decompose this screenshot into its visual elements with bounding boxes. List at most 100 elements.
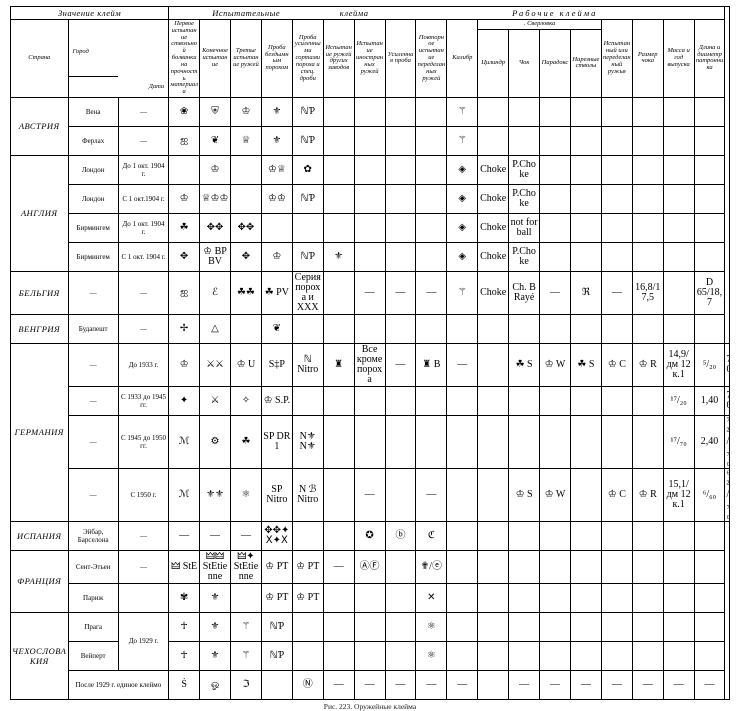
mark-cell	[540, 242, 571, 271]
mark-cell: ⛨	[200, 97, 231, 126]
mark-cell	[540, 155, 571, 184]
mark-cell	[323, 583, 354, 612]
table-row: —С 1950 г.ℳ⚜⚜⚛SP NitroN ℬ Nitro——♔ S♔ W♔…	[11, 468, 730, 521]
date-cell: —	[118, 550, 168, 583]
mark-cell	[601, 97, 632, 126]
mark-cell: ⓑ	[385, 521, 416, 550]
mark-cell: ⚜	[261, 97, 292, 126]
mark-cell	[169, 155, 200, 184]
mark-cell: S‡P	[261, 343, 292, 386]
table-row: АВСТРИЯВена—❀⛨♔⚜ℕƤ⚚	[11, 97, 730, 126]
mark-cell: —	[570, 670, 601, 699]
country-cell: ГЕРМАНИЯ	[11, 343, 69, 521]
mark-cell: ♔♕	[261, 155, 292, 184]
hdr-c11: Цилиндр	[478, 29, 509, 97]
mark-cell	[447, 550, 478, 583]
mark-cell: Ⓝ	[292, 670, 323, 699]
mark-cell: ♔ BP BV	[200, 242, 231, 271]
mark-cell	[323, 184, 354, 213]
mark-cell: Ṡ	[169, 670, 200, 699]
mark-cell	[447, 415, 478, 468]
mark-cell	[509, 97, 540, 126]
mark-cell: —	[632, 670, 663, 699]
mark-cell: ℳ	[169, 468, 200, 521]
table-row: БЕЛЬГИЯ——ஐℰ☘☘☘ PVСерия пороха и ХХХ———⚚C…	[11, 271, 730, 314]
mark-cell: ◈	[447, 184, 478, 213]
mark-cell: ⚚	[230, 612, 261, 641]
city-cell: Эйбар, Барселона	[68, 521, 118, 550]
mark-cell: SP Nitro	[261, 468, 292, 521]
mark-cell: 🜲🜲 StEtienne	[200, 550, 231, 583]
mark-cell	[632, 521, 663, 550]
mark-cell	[570, 641, 601, 670]
mark-cell: ♔ W	[540, 343, 571, 386]
city-cell: —	[68, 271, 118, 314]
hdr-c6: Испытание ружей других заводов	[323, 20, 354, 98]
hdr-c10: Калибр	[447, 20, 478, 98]
mark-cell	[354, 242, 385, 271]
mark-cell	[416, 415, 447, 468]
mark-cell: ℕƤ	[292, 97, 323, 126]
mark-cell: P.Choke	[509, 242, 540, 271]
mark-cell	[694, 583, 725, 612]
mark-cell	[385, 641, 416, 670]
table-body: АВСТРИЯВена—❀⛨♔⚜ℕƤ⚚Ферлах—ஐ❦♕⚜ℕƤ⚚АНГЛИЯЛ…	[11, 97, 730, 699]
mark-cell	[540, 126, 571, 155]
mark-cell: ⚜	[200, 641, 231, 670]
hdr-sverl: . Сверловка	[478, 20, 602, 30]
mark-cell: ♔ S.P.	[261, 386, 292, 415]
mark-cell	[478, 415, 509, 468]
mark-cell	[416, 213, 447, 242]
mark-cell: 15,1/дм 12 к.1	[663, 468, 694, 521]
mark-cell	[601, 314, 632, 343]
mark-cell	[570, 213, 601, 242]
table-row: Париж✾⚜♔ PT♔ PT✕	[11, 583, 730, 612]
date-cell: До 1929 г.	[118, 612, 168, 670]
mark-cell	[570, 468, 601, 521]
mark-cell: Ch. B Rayé	[509, 271, 540, 314]
mark-cell	[323, 468, 354, 521]
hdr-c2: Конечное испытание	[200, 20, 231, 98]
mark-cell: —	[354, 468, 385, 521]
mark-cell: ♔ PT	[261, 550, 292, 583]
mark-cell	[601, 242, 632, 271]
mark-cell	[663, 242, 694, 271]
mark-cell: ♜ B	[416, 343, 447, 386]
mark-cell: ♔	[169, 343, 200, 386]
mark-cell: ⚜	[261, 126, 292, 155]
mark-cell	[570, 521, 601, 550]
mark-cell	[447, 583, 478, 612]
mark-cell	[354, 97, 385, 126]
mark-cell	[509, 314, 540, 343]
mark-cell	[354, 155, 385, 184]
mark-cell: Все кроме пороха	[354, 343, 385, 386]
mark-cell	[694, 213, 725, 242]
mark-cell: P.Choke	[509, 184, 540, 213]
mark-cell: ✥✥	[230, 213, 261, 242]
mark-cell: ⚚	[447, 97, 478, 126]
mark-cell	[354, 641, 385, 670]
mark-cell	[540, 550, 571, 583]
mark-cell: 1,40	[694, 386, 725, 415]
mark-cell	[478, 550, 509, 583]
mark-cell	[509, 583, 540, 612]
mark-cell: △	[200, 314, 231, 343]
table-header: Значение клейм Испытательные клейма Рабо…	[11, 7, 730, 98]
mark-cell	[632, 612, 663, 641]
table-row: ВЕНГРИЯБудапешт—✢△❦	[11, 314, 730, 343]
mark-cell: ☥	[169, 641, 200, 670]
mark-cell	[601, 155, 632, 184]
mark-cell	[601, 550, 632, 583]
hdr-c15: Испытанный или переделанный ружья	[601, 20, 632, 98]
mark-cell: —	[447, 670, 478, 699]
mark-cell: ♔	[230, 97, 261, 126]
mark-cell	[292, 612, 323, 641]
date-cell: С 1950 г.	[118, 468, 168, 521]
mark-cell: ⚜	[323, 242, 354, 271]
mark-cell	[385, 550, 416, 583]
mark-cell	[663, 126, 694, 155]
mark-cell	[601, 583, 632, 612]
mark-cell: ☘ PV	[261, 271, 292, 314]
country-cell: ИСПАНИЯ	[11, 521, 69, 550]
hdr-c4: Проба бездымным порохом	[261, 20, 292, 98]
